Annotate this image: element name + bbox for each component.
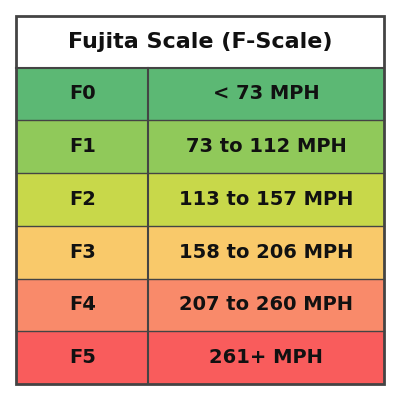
Bar bbox=[148, 120, 384, 173]
Bar bbox=[16, 173, 148, 226]
Bar bbox=[148, 226, 384, 278]
Text: < 73 MPH: < 73 MPH bbox=[213, 84, 320, 103]
Text: 113 to 157 MPH: 113 to 157 MPH bbox=[179, 190, 354, 209]
Text: 73 to 112 MPH: 73 to 112 MPH bbox=[186, 137, 347, 156]
Bar bbox=[16, 120, 148, 173]
Bar bbox=[16, 331, 148, 384]
Bar bbox=[148, 173, 384, 226]
Text: 261+ MPH: 261+ MPH bbox=[209, 348, 323, 367]
Text: F0: F0 bbox=[69, 84, 96, 103]
Text: 158 to 206 MPH: 158 to 206 MPH bbox=[179, 243, 354, 262]
Text: F1: F1 bbox=[69, 137, 96, 156]
Text: F2: F2 bbox=[69, 190, 96, 209]
Bar bbox=[16, 16, 384, 68]
Text: Fujita Scale (F-Scale): Fujita Scale (F-Scale) bbox=[68, 32, 332, 52]
Text: 207 to 260 MPH: 207 to 260 MPH bbox=[179, 295, 353, 314]
Text: F4: F4 bbox=[69, 295, 96, 314]
Bar bbox=[16, 226, 148, 278]
Bar bbox=[16, 278, 148, 331]
Text: F5: F5 bbox=[69, 348, 96, 367]
Bar bbox=[148, 331, 384, 384]
Bar bbox=[148, 68, 384, 120]
Bar bbox=[16, 68, 148, 120]
Text: F3: F3 bbox=[69, 243, 96, 262]
Bar bbox=[148, 278, 384, 331]
